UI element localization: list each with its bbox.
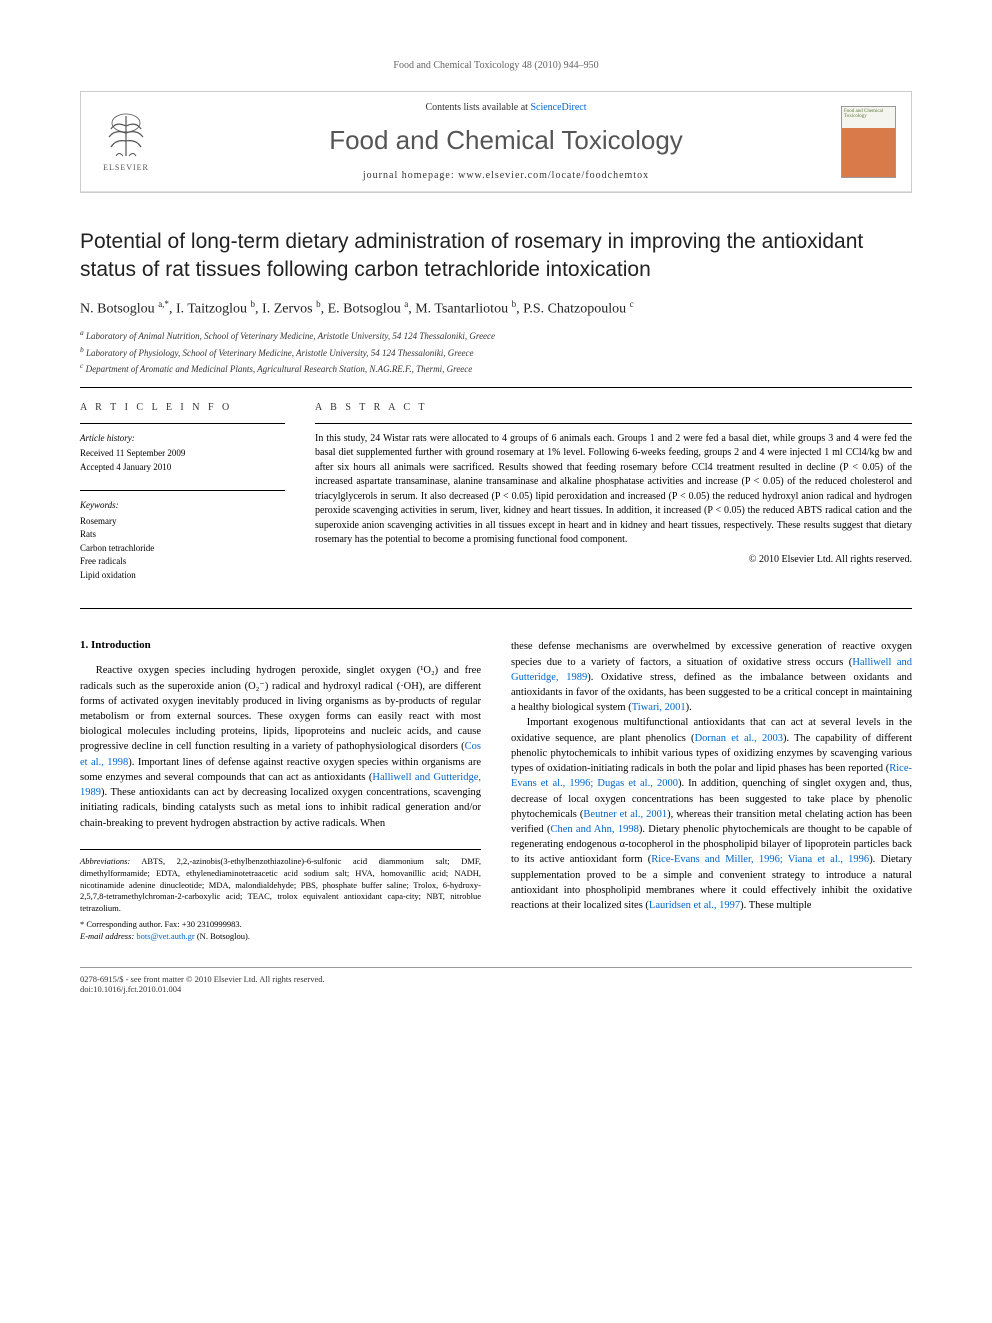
intro-para-2-cont: these defense mechanisms are overwhelmed… (511, 639, 912, 913)
info-divider (80, 490, 285, 491)
body-columns: 1. Introduction Reactive oxygen species … (80, 639, 912, 943)
homepage-url[interactable]: www.elsevier.com/locate/foodchemtox (458, 170, 649, 181)
article-title: Potential of long-term dietary administr… (80, 228, 912, 285)
email-line: E-mail address: bots@vet.auth.gr (N. Bot… (80, 931, 481, 943)
journal-name: Food and Chemical Toxicology (171, 125, 841, 156)
footnotes: Abbreviations: ABTS, 2,2,-azinobis(3-eth… (80, 849, 481, 943)
divider (80, 387, 912, 388)
article-info-column: A R T I C L E I N F O Article history: R… (80, 402, 285, 599)
keyword: Carbon tetrachloride (80, 542, 285, 556)
cover-thumb-text: Food and Chemical Toxicology (844, 109, 893, 120)
abstract-column: A B S T R A C T In this study, 24 Wistar… (315, 402, 912, 599)
text-run: ). (686, 702, 692, 713)
abstract-copyright: © 2010 Elsevier Ltd. All rights reserved… (315, 554, 912, 565)
elsevier-logo: ELSEVIER (96, 107, 156, 177)
article-history: Article history: Received 11 September 2… (80, 432, 285, 475)
front-matter-line: 0278-6915/$ - see front matter © 2010 El… (80, 974, 325, 984)
affiliation-line: c Department of Aromatic and Medicinal P… (80, 360, 912, 377)
accepted-date: Accepted 4 January 2010 (80, 461, 285, 475)
keyword: Rosemary (80, 515, 285, 529)
section-heading-intro: 1. Introduction (80, 639, 481, 651)
received-date: Received 11 September 2009 (80, 447, 285, 461)
citation-link[interactable]: Chen and Ahn, 1998 (550, 824, 638, 835)
page-footer: 0278-6915/$ - see front matter © 2010 El… (80, 967, 912, 994)
keywords-label: Keywords: (80, 499, 285, 513)
contents-available: Contents lists available at ScienceDirec… (171, 102, 841, 113)
elsevier-tree-icon (101, 111, 151, 161)
intro-para-1: Reactive oxygen species including hydrog… (80, 663, 481, 830)
citation-link[interactable]: Rice-Evans and Miller, 1996; Viana et al… (651, 854, 869, 865)
journal-cover-thumb: Food and Chemical Toxicology (841, 106, 896, 178)
text-run: ). These antioxidants can act by decreas… (80, 787, 481, 828)
keyword: Rats (80, 528, 285, 542)
abstract-divider (315, 423, 912, 424)
journal-header: ELSEVIER Contents lists available at Sci… (80, 91, 912, 193)
abstract-text: In this study, 24 Wistar rats were alloc… (315, 432, 912, 548)
info-divider (80, 423, 285, 424)
affiliation-line: a Laboratory of Animal Nutrition, School… (80, 327, 912, 344)
affiliation-line: b Laboratory of Physiology, School of Ve… (80, 344, 912, 361)
journal-homepage: journal homepage: www.elsevier.com/locat… (171, 170, 841, 181)
corresponding-author: * Corresponding author. Fax: +30 2310999… (80, 919, 481, 931)
keyword: Free radicals (80, 555, 285, 569)
email-link[interactable]: bots@vet.auth.gr (136, 931, 194, 941)
body-right-column: these defense mechanisms are overwhelmed… (511, 639, 912, 943)
running-head: Food and Chemical Toxicology 48 (2010) 9… (80, 60, 912, 71)
email-suffix: (N. Botsoglou). (195, 931, 250, 941)
keyword: Lipid oxidation (80, 569, 285, 583)
author-list: N. Botsoglou a,*, I. Taitzoglou b, I. Ze… (80, 299, 912, 318)
article-info-label: A R T I C L E I N F O (80, 402, 285, 413)
abbr-text: ABTS, 2,2,-azinobis(3-ethylbenzothiazoli… (80, 856, 481, 914)
citation-link[interactable]: Beutner et al., 2001 (583, 809, 667, 820)
elsevier-label: ELSEVIER (103, 163, 149, 172)
homepage-prefix: journal homepage: (363, 170, 458, 181)
citation-link[interactable]: Tiwari, 2001 (632, 702, 686, 713)
abbreviations: Abbreviations: ABTS, 2,2,-azinobis(3-eth… (80, 856, 481, 915)
citation-link[interactable]: Lauridsen et al., 1997 (649, 900, 740, 911)
body-left-column: 1. Introduction Reactive oxygen species … (80, 639, 481, 943)
citation-link[interactable]: Dornan et al., 2003 (695, 733, 783, 744)
text-run: Reactive oxygen species including hydrog… (80, 665, 481, 752)
contents-prefix: Contents lists available at (425, 102, 530, 113)
abstract-label: A B S T R A C T (315, 402, 912, 413)
keywords-block: Keywords: RosemaryRatsCarbon tetrachlori… (80, 499, 285, 582)
affiliations: a Laboratory of Animal Nutrition, School… (80, 327, 912, 377)
history-label: Article history: (80, 432, 285, 446)
text-run: ). These multiple (740, 900, 811, 911)
sciencedirect-link[interactable]: ScienceDirect (530, 102, 586, 113)
abbr-label: Abbreviations: (80, 856, 130, 866)
doi-line: doi:10.1016/j.fct.2010.01.004 (80, 984, 325, 994)
email-label: E-mail address: (80, 931, 136, 941)
divider (80, 608, 912, 609)
